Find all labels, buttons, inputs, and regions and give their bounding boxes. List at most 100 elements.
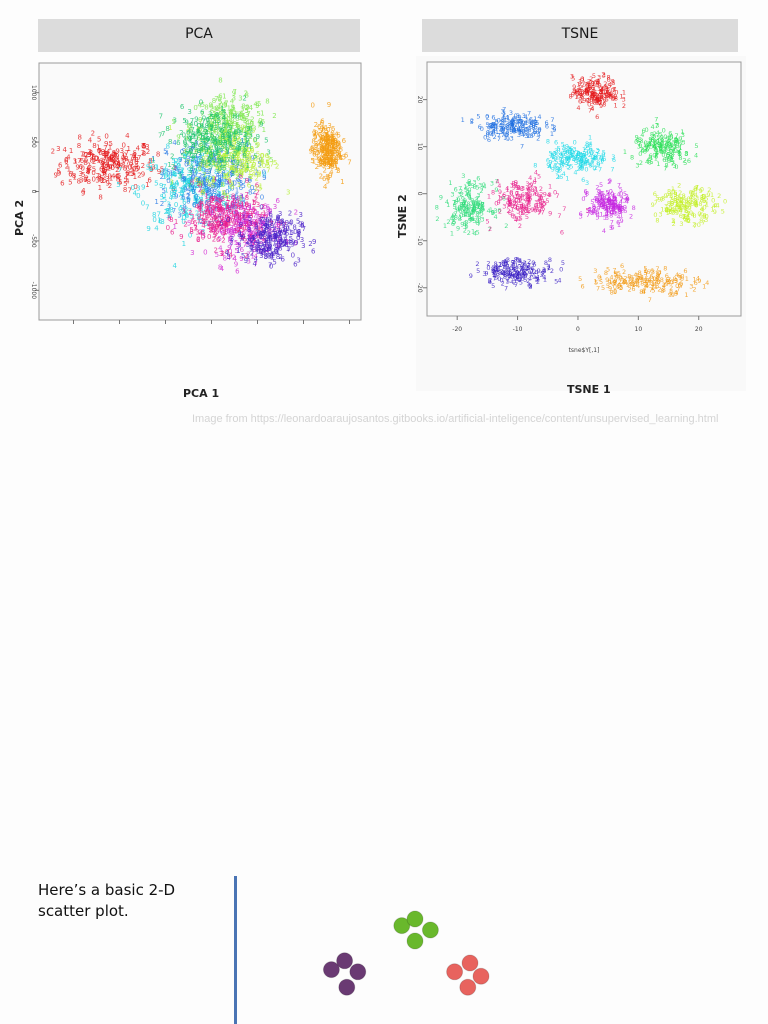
pca-point: 4 (233, 255, 238, 263)
pca-point: 6 (240, 246, 245, 254)
pca-point: 0 (185, 157, 189, 165)
pca-point: 8 (236, 167, 240, 175)
pca-point: 7 (221, 232, 225, 240)
pca-point: 8 (226, 121, 230, 129)
pca-point: 5 (215, 228, 219, 236)
pca-point: 5 (219, 196, 223, 204)
pca-point: 4 (169, 194, 174, 202)
pca-point: 6 (84, 156, 89, 164)
pca-point: 9 (200, 181, 204, 189)
pca-point: 1 (218, 199, 222, 207)
pca-point: 7 (189, 158, 193, 166)
pca-point: 8 (186, 198, 190, 206)
pca-point: 1 (240, 201, 244, 209)
pca-point: 5 (222, 165, 226, 173)
pca-point: 2 (245, 226, 249, 234)
pca-point: 7 (228, 140, 232, 148)
pca-point: 6 (215, 165, 220, 173)
pca-point: 2 (216, 193, 220, 201)
pca-point: 8 (234, 203, 238, 211)
pca-point: 3 (245, 212, 249, 220)
pca-point: 2 (126, 170, 130, 178)
pca-point: 0 (252, 136, 256, 144)
pca-point: 7 (253, 211, 257, 219)
pca-point: 0 (227, 205, 231, 213)
pca-point: 5 (218, 98, 222, 106)
pca-point: 2 (308, 240, 312, 248)
pca-point: 8 (230, 117, 234, 125)
pca-point: 7 (213, 138, 217, 146)
pca-point: 8 (204, 186, 208, 194)
pca-point: 8 (241, 103, 245, 111)
pca-point: 0 (236, 150, 240, 158)
pca-point: 1 (103, 149, 107, 157)
pca-point: 3 (112, 149, 116, 157)
pca-point: 3 (100, 163, 104, 171)
pca-point: 1 (214, 195, 218, 203)
pca-point: 6 (200, 189, 205, 197)
pca-point: 7 (225, 136, 229, 144)
pca-point: 3 (166, 212, 170, 220)
pca-point: 2 (204, 129, 208, 137)
pca-point: 2 (206, 161, 210, 169)
pca-point: 3 (235, 147, 239, 155)
pca-point: 3 (221, 139, 225, 147)
pca-point: 1 (238, 148, 242, 156)
pca-point: 5 (123, 180, 127, 188)
pca-point: 4 (266, 211, 271, 219)
pca-point: 2 (240, 231, 244, 239)
pca-point: 8 (239, 172, 243, 180)
pca-point: 9 (241, 162, 245, 170)
pca-point: 3 (246, 258, 250, 266)
pca-point: 8 (246, 225, 250, 233)
pca-point: 0 (230, 184, 234, 192)
pca-point: 9 (269, 219, 273, 227)
pca-point: 5 (230, 195, 234, 203)
pca-point: 3 (263, 220, 267, 228)
pca-point: 2 (210, 197, 214, 205)
pca-point: 2 (236, 152, 240, 160)
pca-point: 3 (193, 225, 197, 233)
pca-point: 6 (182, 199, 187, 207)
pca-point: 4 (277, 229, 282, 237)
pca-point: 4 (169, 184, 174, 192)
pca-point: 0 (225, 214, 229, 222)
pca-point: 0 (141, 199, 145, 207)
pca-point: 9 (178, 156, 182, 164)
pca-point: 2 (229, 120, 233, 128)
pca-point: 5 (246, 241, 250, 249)
pca-point: 2 (234, 205, 238, 213)
pca-point: 2 (84, 151, 88, 159)
pca-point: 2 (251, 244, 255, 252)
pca-point: 5 (227, 186, 231, 194)
pca-point: 9 (256, 141, 260, 149)
pca-point: 1 (225, 195, 229, 203)
pca-point: 7 (127, 187, 131, 195)
pca-point: 9 (219, 102, 223, 110)
pca-point: 7 (227, 216, 231, 224)
pca-point: 2 (199, 123, 203, 131)
pca-point: 5 (279, 235, 283, 243)
pca-point: 3 (197, 151, 201, 159)
pca-point: 1 (249, 210, 253, 218)
pca-point: 5 (212, 210, 216, 218)
pca-point: 8 (211, 195, 215, 203)
pca-point: 3 (227, 231, 231, 239)
pca-point: 0 (250, 184, 254, 192)
pca-point: 1 (231, 180, 235, 188)
pca-point: 4 (209, 135, 214, 143)
pca-point: 5 (196, 198, 200, 206)
pca-point: 1 (194, 198, 198, 206)
pca-point: 4 (172, 139, 177, 147)
pca-point: 5 (234, 247, 238, 255)
pca-point: 1 (96, 157, 100, 165)
pca-point: 1 (169, 181, 173, 189)
pca-point: 3 (95, 176, 99, 184)
pca-point: 3 (265, 235, 269, 243)
pca-point: 4 (125, 132, 130, 140)
pca-point: 3 (244, 165, 248, 173)
pca-point: 7 (243, 159, 247, 167)
pca-point: 3 (217, 179, 221, 187)
pca-point: 7 (270, 161, 274, 169)
pca-point: 6 (68, 171, 73, 179)
